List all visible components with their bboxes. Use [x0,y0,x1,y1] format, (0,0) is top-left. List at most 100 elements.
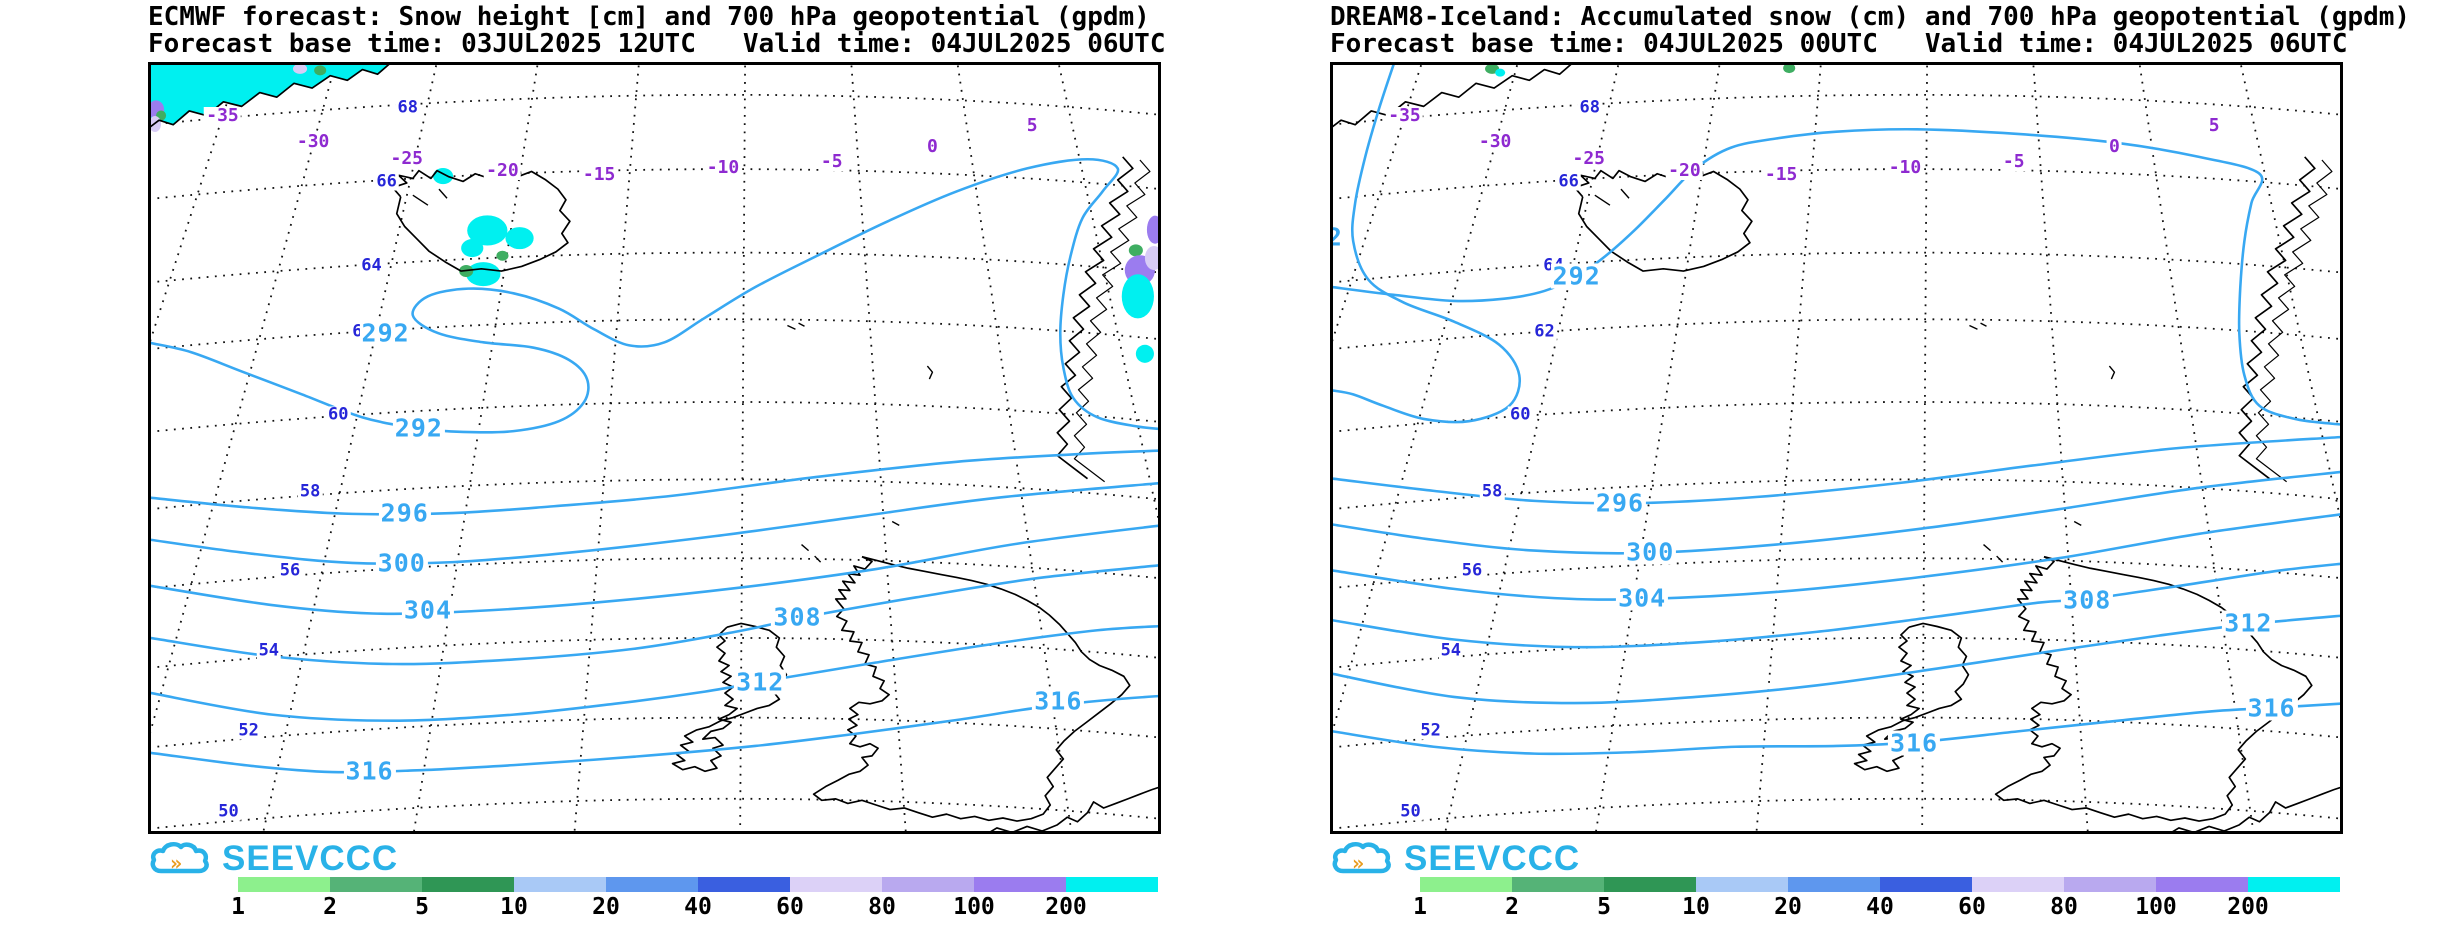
lon-label: -5 [818,151,845,173]
snow-patch [1135,344,1154,363]
norway-coast [2238,156,2316,480]
lon-label: -5 [2000,151,2027,173]
legend-segment [1604,877,1696,892]
snow-scale-legend: 1 2 5 10 20 40 60 80 100 200 [231,877,1158,920]
legend-tick-label: 2 [323,894,337,920]
lon-label: -20 [1666,160,1703,182]
seevccc-wordmark: SEEVCCC [222,839,399,878]
legend-tick-label: 2 [1505,894,1519,920]
contour-label: 316 [1032,686,1085,716]
snow-patch [1121,274,1154,319]
greenland-coast [1333,65,1572,128]
legend-segment [1788,877,1880,892]
snow-patch [1128,244,1143,257]
lat-label: 58 [297,481,323,502]
legend-segment [974,877,1066,892]
panel-title: ECMWF forecast: Snow height [cm] and 700… [148,2,1150,32]
legend-segment [1880,877,1972,892]
map-dream8: -35-30-25-20-15-10-505686664626058565452… [1330,62,2343,834]
graticule-meridian [2032,65,2089,831]
small-island [1594,194,1611,206]
contour-label: 300 [375,548,428,578]
lon-label: -15 [1762,164,1800,186]
graticule-parallel [1333,93,2340,126]
legend-tick-label: 1 [231,894,245,920]
legend-segment [1066,877,1158,892]
geopotential-contour [151,524,1158,616]
small-island [1980,322,1987,327]
lat-label: 50 [216,801,241,822]
norway-coast [1056,156,1134,480]
graticule-meridian [151,65,337,733]
legend-tick-label: 100 [2135,894,2177,920]
lon-label: -30 [294,130,332,152]
lat-label: 52 [1418,720,1443,741]
snow-scale-legend: 1 2 5 10 20 40 60 80 100 200 [1413,877,2340,920]
contour-label: 296 [1593,488,1647,518]
contour-label: 316 [343,756,396,786]
geopotential-contour [1333,614,2340,705]
legend-segment [1512,877,1604,892]
graticule-parallel [151,93,1158,126]
legend-segment [330,877,422,892]
geopotential-contour [1333,470,2340,555]
geopotential-contour [1333,435,2340,505]
legend-segment [1972,877,2064,892]
lat-label: 60 [1508,404,1533,425]
panel-subtitle: Forecast base time: 03JUL2025 12UTC Vali… [148,29,1166,59]
lon-label: -20 [484,160,521,182]
norway-fjords [1073,159,1151,483]
legend-tick-label: 80 [2050,894,2078,920]
lat-label: 54 [1438,640,1464,661]
legend-tick-label: 5 [415,894,429,920]
geopotential-contour [1333,513,2340,601]
graticule-meridian [151,65,241,342]
small-island [787,324,796,330]
legend-tick-label: 100 [953,894,995,920]
legend-color-strip [1420,877,2340,892]
contour-label: 292 [1333,224,1345,250]
contour-label: 292 [359,318,412,348]
lat-label: 56 [1459,560,1485,581]
seevccc-logo: » SEEVCCC [148,838,398,880]
snow-patch [466,262,501,287]
geopotential-contour [1333,65,1521,424]
geopotential-contour [151,624,1158,722]
small-island [1969,324,1978,330]
legend-segment [238,877,330,892]
small-island [2073,520,2082,527]
seevccc-logo: » SEEVCCC [1330,838,1580,880]
map-canvas [151,65,1158,831]
lat-label: 52 [236,720,261,741]
small-island [1996,555,2004,563]
graticule-parallel [1333,251,2340,284]
small-island [438,188,448,199]
panel-title: DREAM8-Iceland: Accumulated snow (cm) an… [1330,2,2411,32]
lon-label: -25 [1570,148,1608,170]
legend-tick-label: 10 [500,894,528,920]
small-island [412,194,429,206]
lat-label: 60 [326,404,351,425]
legend-segment [882,877,974,892]
lat-label: 62 [1532,321,1557,342]
iceland-coast [1573,169,1753,272]
seevccc-wordmark: SEEVCCC [1404,839,1581,878]
graticule-meridian [1333,65,1423,342]
legend-tick-label: 60 [1958,894,1986,920]
legend-color-strip [238,877,1158,892]
snow-patch [314,65,327,76]
legend-tick-label: 200 [1045,894,1087,920]
small-island [891,520,900,527]
lat-label: 68 [395,97,421,118]
france-coast [2172,786,2340,831]
geopotential-contour [151,694,1158,774]
lon-label: -35 [204,104,241,126]
geopotential-contour [1333,702,2340,756]
legend-segment [422,877,514,892]
graticule-parallel [151,716,1158,749]
lon-label: 0 [925,135,940,157]
graticule-parallel [1333,797,2340,830]
small-island [1983,544,1992,552]
snow-patch [467,215,508,246]
lat-label: 56 [277,560,303,581]
